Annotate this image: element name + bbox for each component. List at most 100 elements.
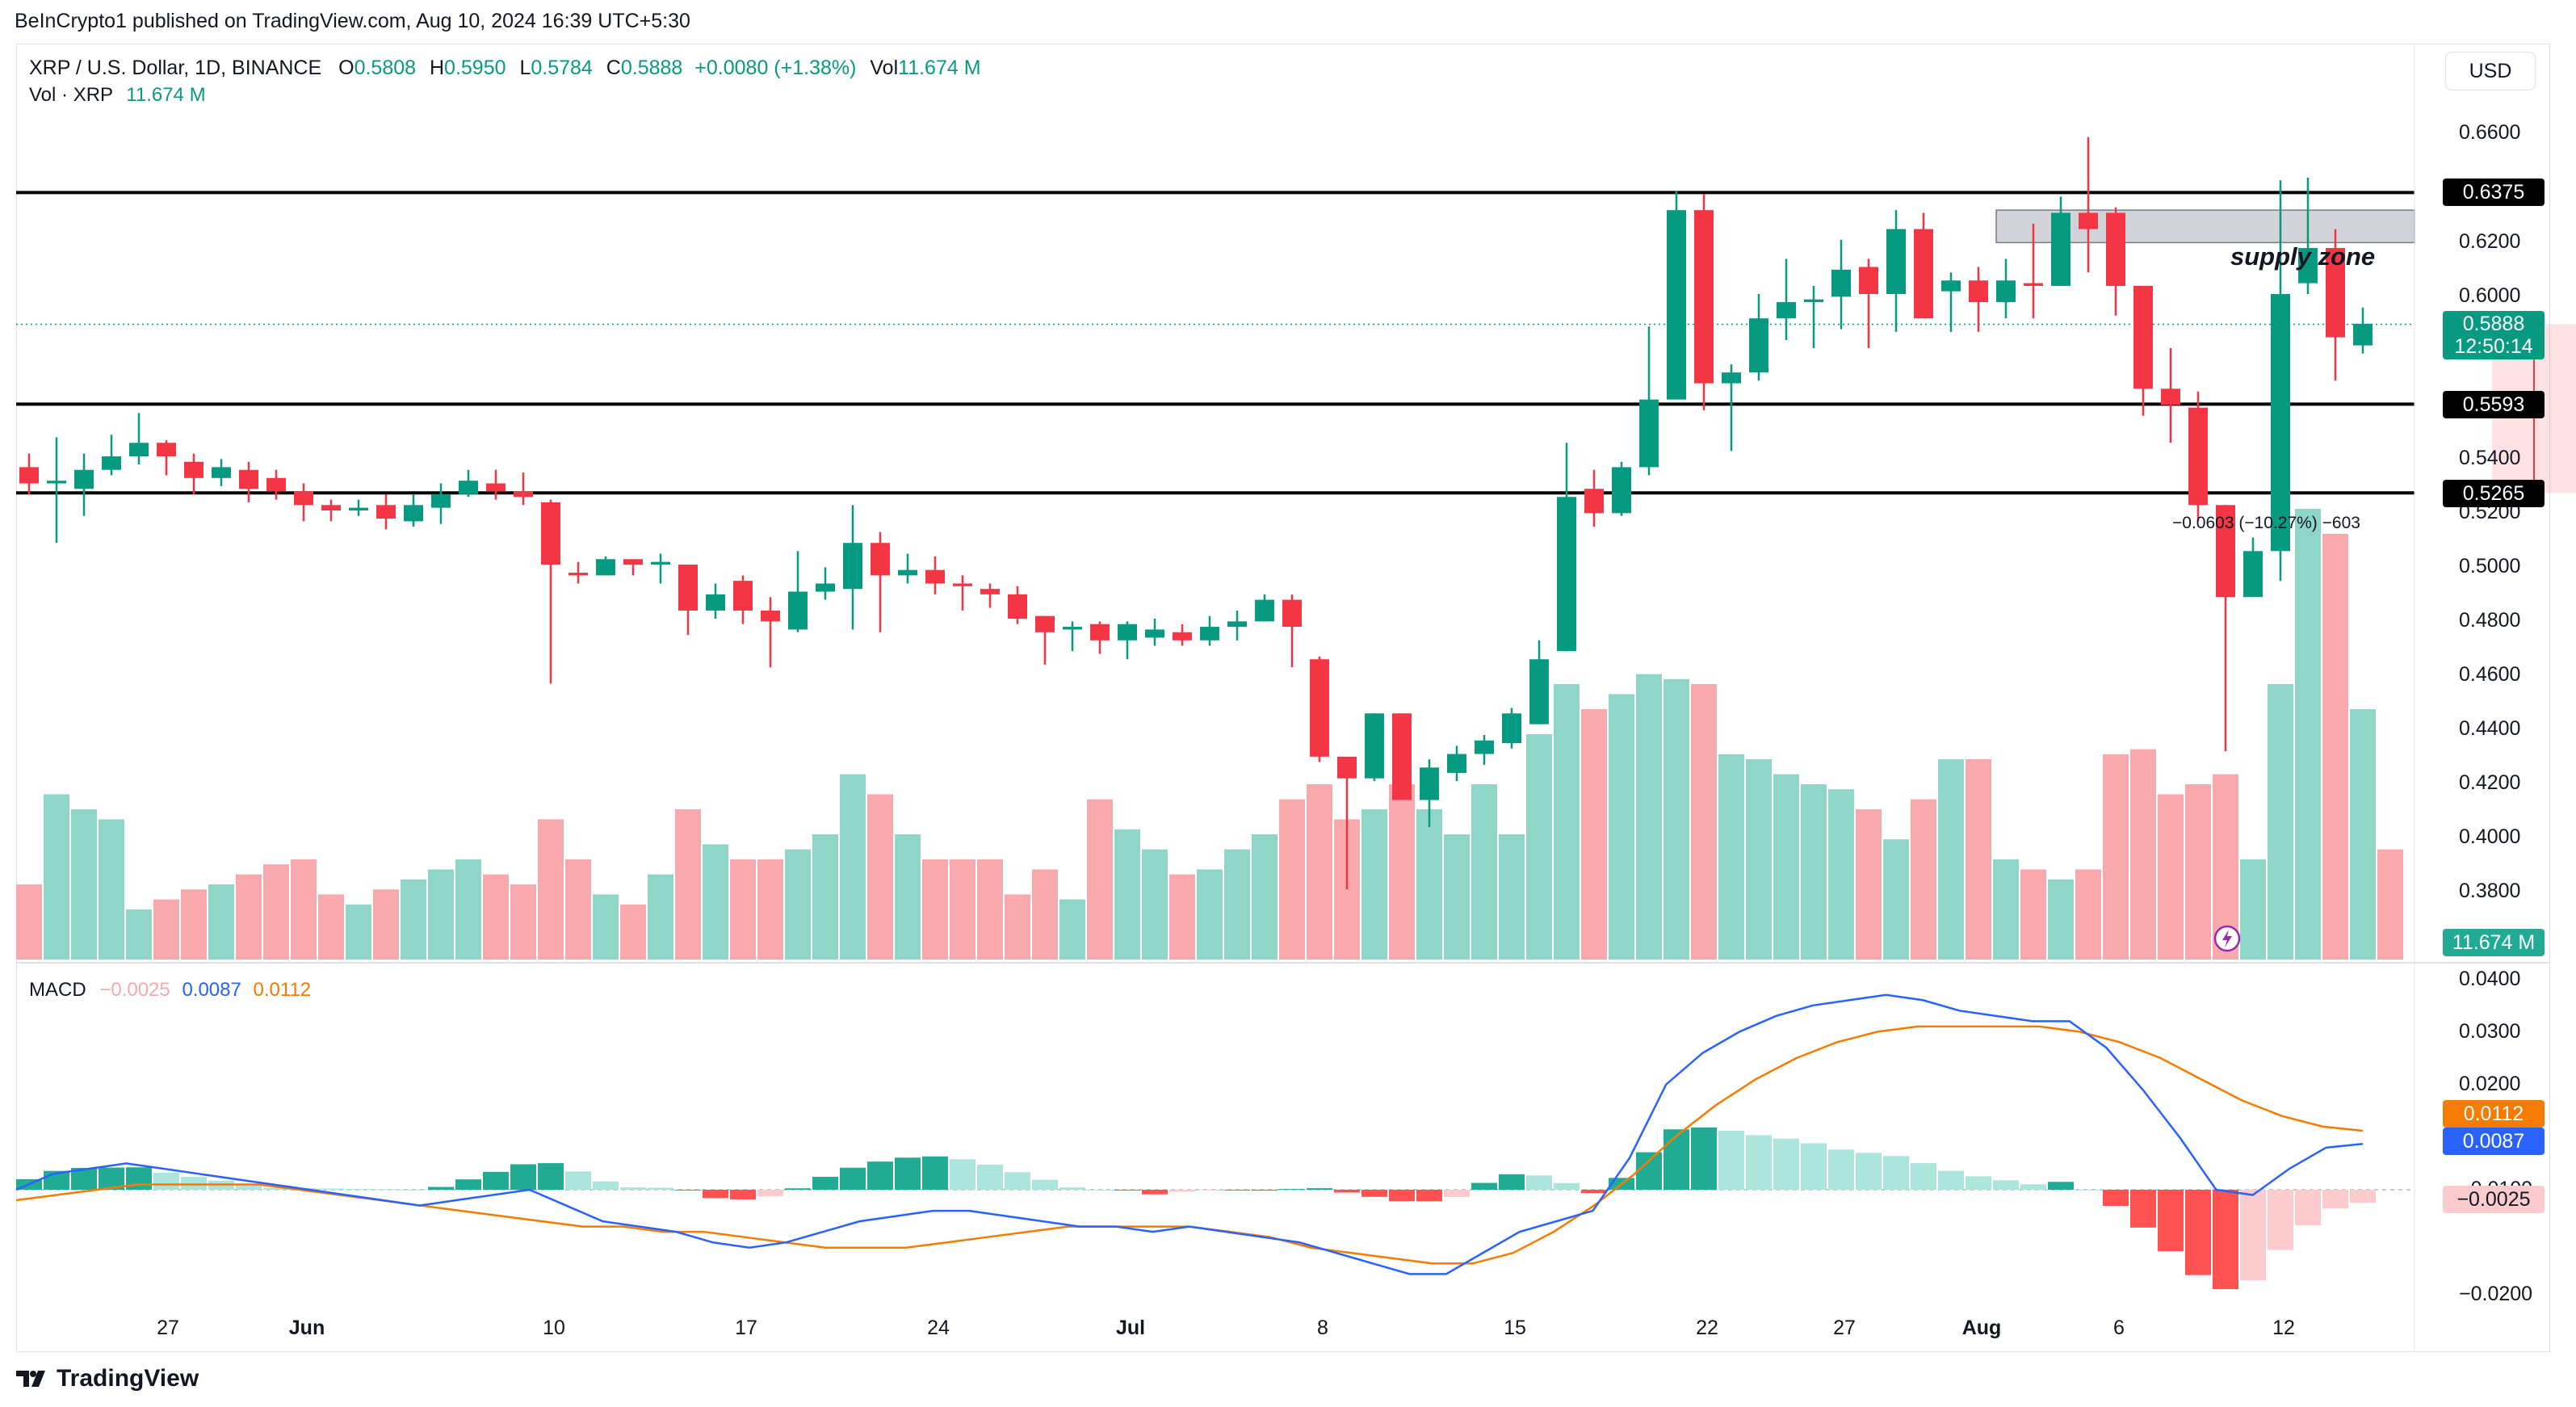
candle-body bbox=[404, 505, 423, 522]
candle bbox=[2353, 307, 2373, 354]
volume-bar bbox=[2350, 709, 2376, 960]
candle bbox=[294, 483, 313, 522]
histogram-bar bbox=[1444, 1190, 1470, 1198]
candle-body bbox=[2216, 505, 2235, 598]
price-axis-label: 0.4200 bbox=[2459, 771, 2521, 794]
candle bbox=[1886, 210, 1906, 332]
histogram-bar bbox=[1114, 1190, 1140, 1191]
candle bbox=[623, 559, 643, 576]
candle-body bbox=[1667, 210, 1686, 400]
macd-legend-label[interactable]: MACD bbox=[29, 979, 86, 1001]
candle bbox=[2024, 223, 2043, 319]
histogram-bar bbox=[2020, 1184, 2046, 1190]
candle-body bbox=[651, 561, 670, 565]
volume-bar bbox=[483, 874, 509, 960]
histogram-bar bbox=[2048, 1182, 2074, 1190]
histogram-bar bbox=[1856, 1153, 1882, 1190]
tradingview-logo[interactable]: TradingView bbox=[16, 1365, 199, 1392]
candle bbox=[2133, 285, 2153, 416]
candle bbox=[2326, 229, 2345, 381]
date-label: 27 bbox=[157, 1317, 179, 1339]
histogram-bar bbox=[1361, 1190, 1387, 1197]
volume-bar bbox=[1416, 809, 1442, 960]
histogram-bar bbox=[483, 1171, 509, 1190]
histogram-bar bbox=[1801, 1143, 1827, 1190]
price-axis-label: 0.5000 bbox=[2459, 555, 2521, 578]
histogram-bar bbox=[565, 1171, 591, 1190]
candle bbox=[514, 472, 533, 506]
volume-bar bbox=[1636, 674, 1662, 960]
volume-bar bbox=[2185, 784, 2211, 960]
candle bbox=[1612, 461, 1631, 516]
candle bbox=[1639, 326, 1659, 476]
volume-tag: 11.674 M bbox=[2443, 929, 2545, 956]
volume-bar bbox=[757, 859, 783, 960]
candle bbox=[1502, 708, 1521, 749]
candle bbox=[706, 583, 725, 619]
volume-bar bbox=[1499, 834, 1525, 960]
histogram-bar bbox=[1828, 1149, 1854, 1190]
candle-body bbox=[1227, 621, 1247, 628]
volume-bar bbox=[1114, 829, 1140, 960]
flash-icon[interactable] bbox=[2213, 924, 2242, 953]
histogram-bar bbox=[1005, 1172, 1030, 1190]
volume-bar bbox=[2020, 869, 2046, 960]
volume-bar bbox=[2377, 849, 2403, 960]
candle-body bbox=[2079, 212, 2098, 229]
histogram-bar bbox=[346, 1189, 371, 1191]
currency-button[interactable]: USD bbox=[2445, 52, 2536, 90]
histogram-bar bbox=[1938, 1170, 1964, 1190]
volume-bar bbox=[2130, 749, 2156, 960]
chart-frame[interactable] bbox=[16, 44, 2550, 1352]
volume-bar bbox=[840, 774, 866, 960]
macd-hist-value: −0.0025 bbox=[99, 979, 170, 1001]
histogram-bar bbox=[895, 1157, 921, 1190]
candle-body bbox=[596, 559, 615, 576]
volume-bar bbox=[2240, 859, 2266, 960]
volume-bar bbox=[812, 834, 838, 960]
candle-body bbox=[623, 559, 643, 565]
histogram-bar bbox=[2213, 1190, 2238, 1290]
histogram-bar bbox=[2295, 1190, 2321, 1226]
histogram-bar bbox=[1581, 1190, 1607, 1194]
high-value: 0.5950 bbox=[444, 57, 506, 79]
candle bbox=[568, 561, 588, 584]
candle-body bbox=[321, 505, 341, 510]
volume-bar bbox=[1444, 834, 1470, 960]
symbol-title[interactable]: XRP / U.S. Dollar, 1D, BINANCE bbox=[29, 57, 322, 79]
publisher-line: BeInCrypto1 published on TradingView.com… bbox=[15, 10, 690, 32]
histogram-bar bbox=[263, 1187, 289, 1190]
macd-histogram bbox=[16, 1127, 2376, 1290]
candle-body bbox=[898, 569, 917, 576]
candle-body bbox=[568, 573, 588, 576]
candle-body bbox=[541, 502, 560, 565]
candle bbox=[1118, 621, 1137, 660]
candle-body bbox=[1173, 632, 1192, 640]
candle-body bbox=[486, 483, 506, 492]
candle bbox=[1694, 194, 1714, 411]
histogram-bar bbox=[1554, 1182, 1580, 1190]
volume-bar bbox=[318, 894, 344, 960]
volume-bar bbox=[1718, 754, 1744, 960]
histogram-bar bbox=[977, 1164, 1003, 1190]
candle-body bbox=[2024, 283, 2043, 286]
histogram-bar bbox=[730, 1190, 756, 1199]
date-label: 27 bbox=[1833, 1317, 1856, 1339]
candle bbox=[1310, 656, 1329, 762]
candle bbox=[2106, 207, 2125, 316]
volume-bar bbox=[1389, 784, 1415, 960]
volume-legend-label[interactable]: Vol · XRP bbox=[29, 84, 113, 106]
candle bbox=[1090, 621, 1110, 654]
candle bbox=[1200, 615, 1219, 646]
histogram-bar bbox=[1636, 1152, 1662, 1190]
volume-bar bbox=[99, 819, 124, 960]
volume-legend-value: 11.674 M bbox=[126, 84, 206, 106]
supply-zone-label[interactable]: supply zone bbox=[2230, 242, 2376, 271]
histogram-bar bbox=[2103, 1190, 2129, 1207]
candle bbox=[1337, 756, 1357, 889]
histogram-bar bbox=[1526, 1175, 1552, 1190]
candle bbox=[678, 565, 698, 636]
histogram-bar bbox=[648, 1187, 673, 1190]
candle-body bbox=[47, 481, 66, 484]
